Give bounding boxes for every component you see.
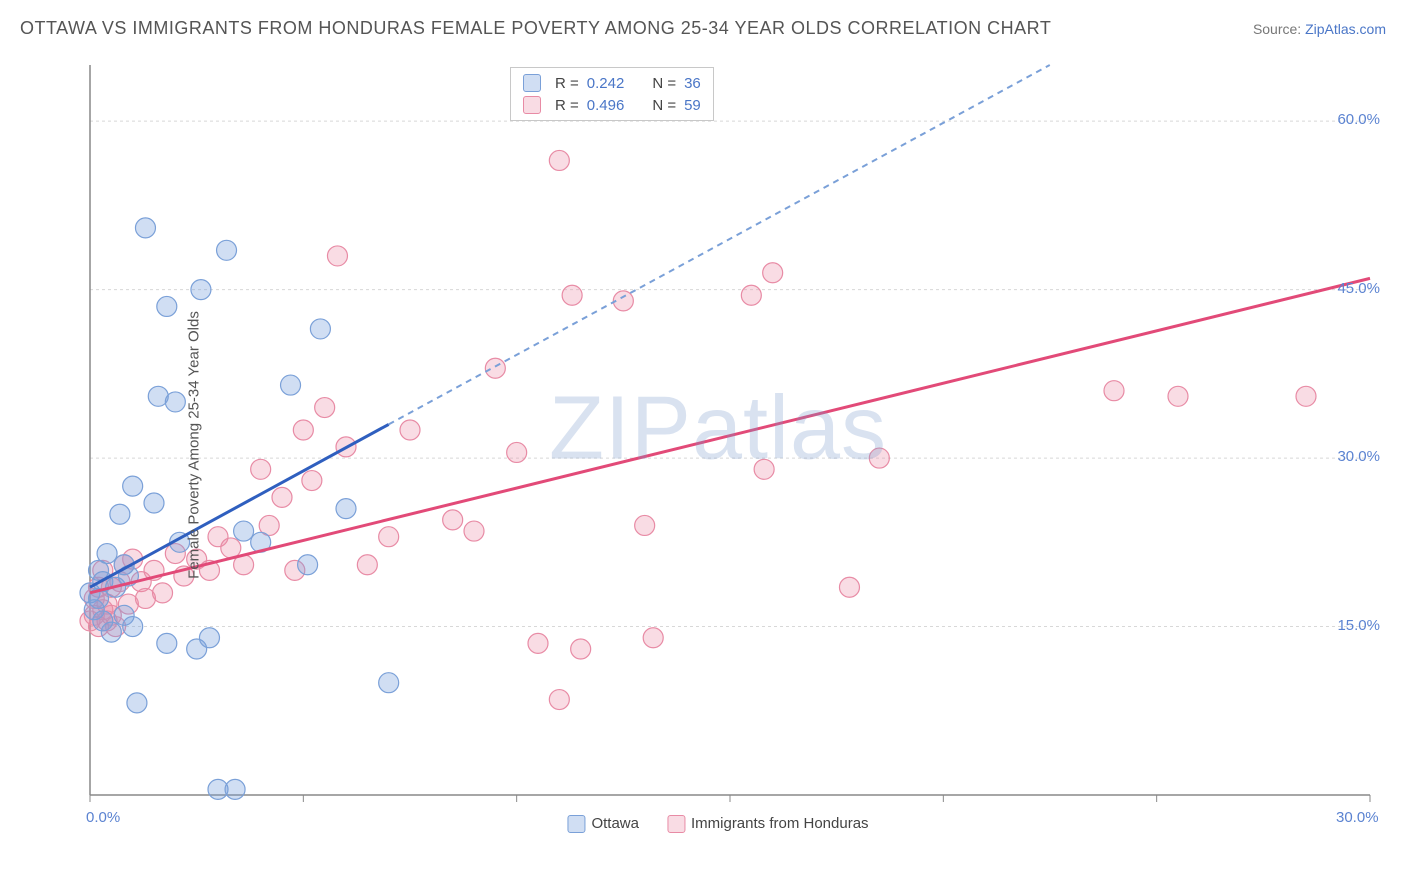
legend-swatch <box>523 74 541 92</box>
legend-label: Ottawa <box>591 815 639 832</box>
legend-swatch <box>523 96 541 114</box>
chart-source: Source: ZipAtlas.com <box>1253 21 1386 37</box>
legend-row: R = 0.496 N = 59 <box>523 94 701 116</box>
r-label: R = <box>555 75 579 92</box>
correlation-legend-box: R = 0.242 N = 36 R = 0.496 N = 59 <box>510 67 714 121</box>
r-value: 0.242 <box>587 75 625 92</box>
r-value: 0.496 <box>587 97 625 114</box>
series-legend: Ottawa Immigrants from Honduras <box>567 815 868 833</box>
legend-item: Ottawa <box>567 815 639 833</box>
legend-item: Immigrants from Honduras <box>667 815 869 833</box>
legend-row: R = 0.242 N = 36 <box>523 72 701 94</box>
x-tick-label: 30.0% <box>1336 809 1379 826</box>
chart-title: OTTAWA VS IMMIGRANTS FROM HONDURAS FEMAL… <box>20 18 1051 39</box>
y-tick-label: 15.0% <box>1337 617 1380 634</box>
legend-swatch <box>567 815 585 833</box>
y-tick-label: 60.0% <box>1337 111 1380 128</box>
scatter-chart <box>50 55 1386 835</box>
n-value: 59 <box>684 97 701 114</box>
y-axis-label: Female Poverty Among 25-34 Year Olds <box>185 311 202 579</box>
y-tick-label: 30.0% <box>1337 448 1380 465</box>
source-link[interactable]: ZipAtlas.com <box>1305 21 1386 37</box>
legend-swatch <box>667 815 685 833</box>
n-value: 36 <box>684 75 701 92</box>
r-label: R = <box>555 97 579 114</box>
n-label: N = <box>652 97 676 114</box>
source-label: Source: <box>1253 21 1305 37</box>
legend-label: Immigrants from Honduras <box>691 815 869 832</box>
y-tick-label: 45.0% <box>1337 280 1380 297</box>
chart-area: Female Poverty Among 25-34 Year Olds ZIP… <box>50 55 1386 835</box>
n-label: N = <box>652 75 676 92</box>
x-tick-label: 0.0% <box>86 809 120 826</box>
